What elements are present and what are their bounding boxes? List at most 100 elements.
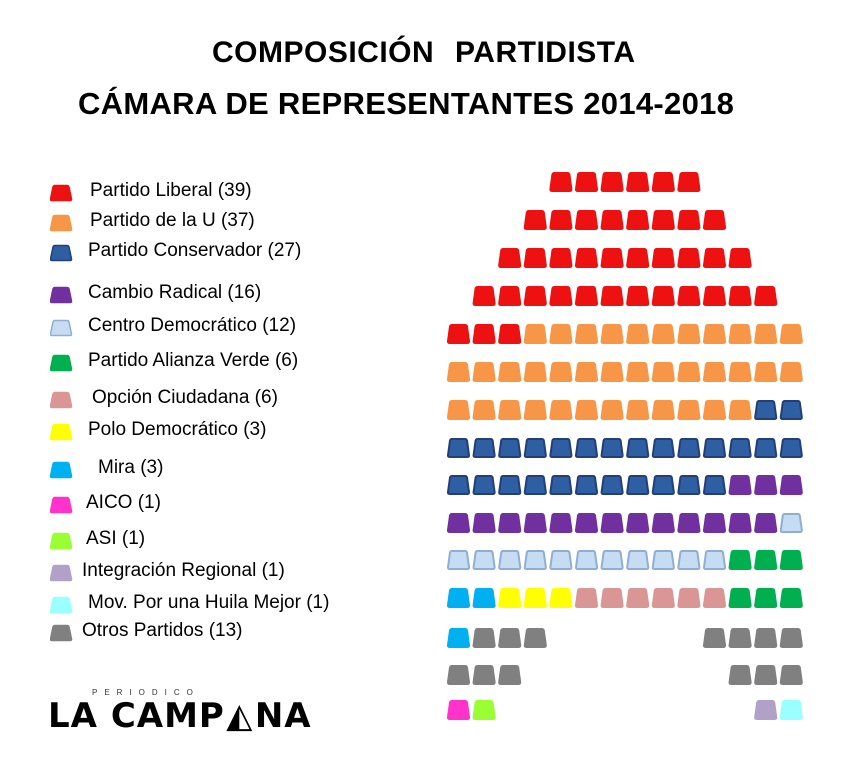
seat [574,286,599,306]
seat [472,628,496,648]
seat [626,210,650,230]
logo-la-campana: PERIODICO LA CAMP◭NA [48,688,318,736]
seat [498,513,522,533]
legend-label: Centro Democrático (12) [88,315,297,336]
seat [728,248,752,268]
legend-swatch [50,391,73,409]
seat [498,438,522,458]
seat [498,475,522,495]
seat [779,400,803,420]
seat [728,362,752,382]
seat [702,286,727,306]
seat [754,286,778,306]
seat [728,628,752,648]
seat [523,362,547,382]
seat [728,550,752,570]
seat [600,550,624,570]
seat [472,550,496,570]
legend-swatch [50,184,73,202]
chart-title: COMPOSICIÓN PARTIDISTA [212,36,636,69]
seat [472,513,496,533]
seat [651,286,675,306]
seat [702,475,727,495]
seat [549,362,573,382]
legend-label: Polo Democrático (3) [88,419,267,440]
seat [472,400,496,420]
seat [600,588,624,608]
legend-label: Partido Conservador (27) [88,240,302,261]
seat [651,400,675,420]
seat [523,588,547,608]
seat [779,665,803,685]
seat [600,172,624,192]
seat [446,400,471,420]
seat [549,210,573,230]
seat [472,324,496,344]
seat [446,550,471,570]
seat [549,438,573,458]
seat [446,665,471,685]
seat [779,513,803,533]
seat [779,628,803,648]
seat [549,513,573,533]
seat [549,172,573,192]
seat [600,475,624,495]
seat [702,210,727,230]
seat [779,550,803,570]
seat [677,438,701,458]
seat [498,400,522,420]
legend-label: Cambio Radical (16) [88,282,262,303]
seat [472,700,496,720]
seat [626,550,650,570]
seat [754,475,778,495]
seat [626,438,650,458]
seat [446,588,471,608]
seat [498,665,522,685]
seat [549,248,573,268]
seat [446,438,471,458]
seat [626,588,650,608]
seat [523,210,547,230]
seat [651,550,675,570]
seat [651,248,675,268]
seat [574,588,599,608]
seat [626,324,650,344]
seat [498,362,522,382]
seat [523,400,547,420]
legend-swatch [50,423,73,441]
seat [600,248,624,268]
seat [574,362,599,382]
seat [549,550,573,570]
seat [549,588,573,608]
seat [523,324,547,344]
seat [754,665,778,685]
seat [728,438,752,458]
seat [754,362,778,382]
seat [702,324,727,344]
seat [651,588,675,608]
legend-label: AICO (1) [86,492,161,513]
seat [600,286,624,306]
seat [472,665,496,685]
seat [626,248,650,268]
seat [677,248,701,268]
seat [472,588,496,608]
logo-subtext: PERIODICO [92,688,200,697]
seat [677,550,701,570]
legend-label: Partido de la U (37) [90,210,255,231]
seat [754,550,778,570]
legend-label: ASI (1) [86,528,146,549]
seat [446,324,471,344]
seat [626,362,650,382]
seat [702,588,727,608]
seat [702,550,727,570]
seat [523,286,547,306]
seat [600,513,624,533]
seat [677,513,701,533]
seat [728,665,752,685]
legend-swatch [50,596,73,614]
legend-swatch [50,532,73,550]
seat [523,513,547,533]
legend-swatch [50,564,73,582]
